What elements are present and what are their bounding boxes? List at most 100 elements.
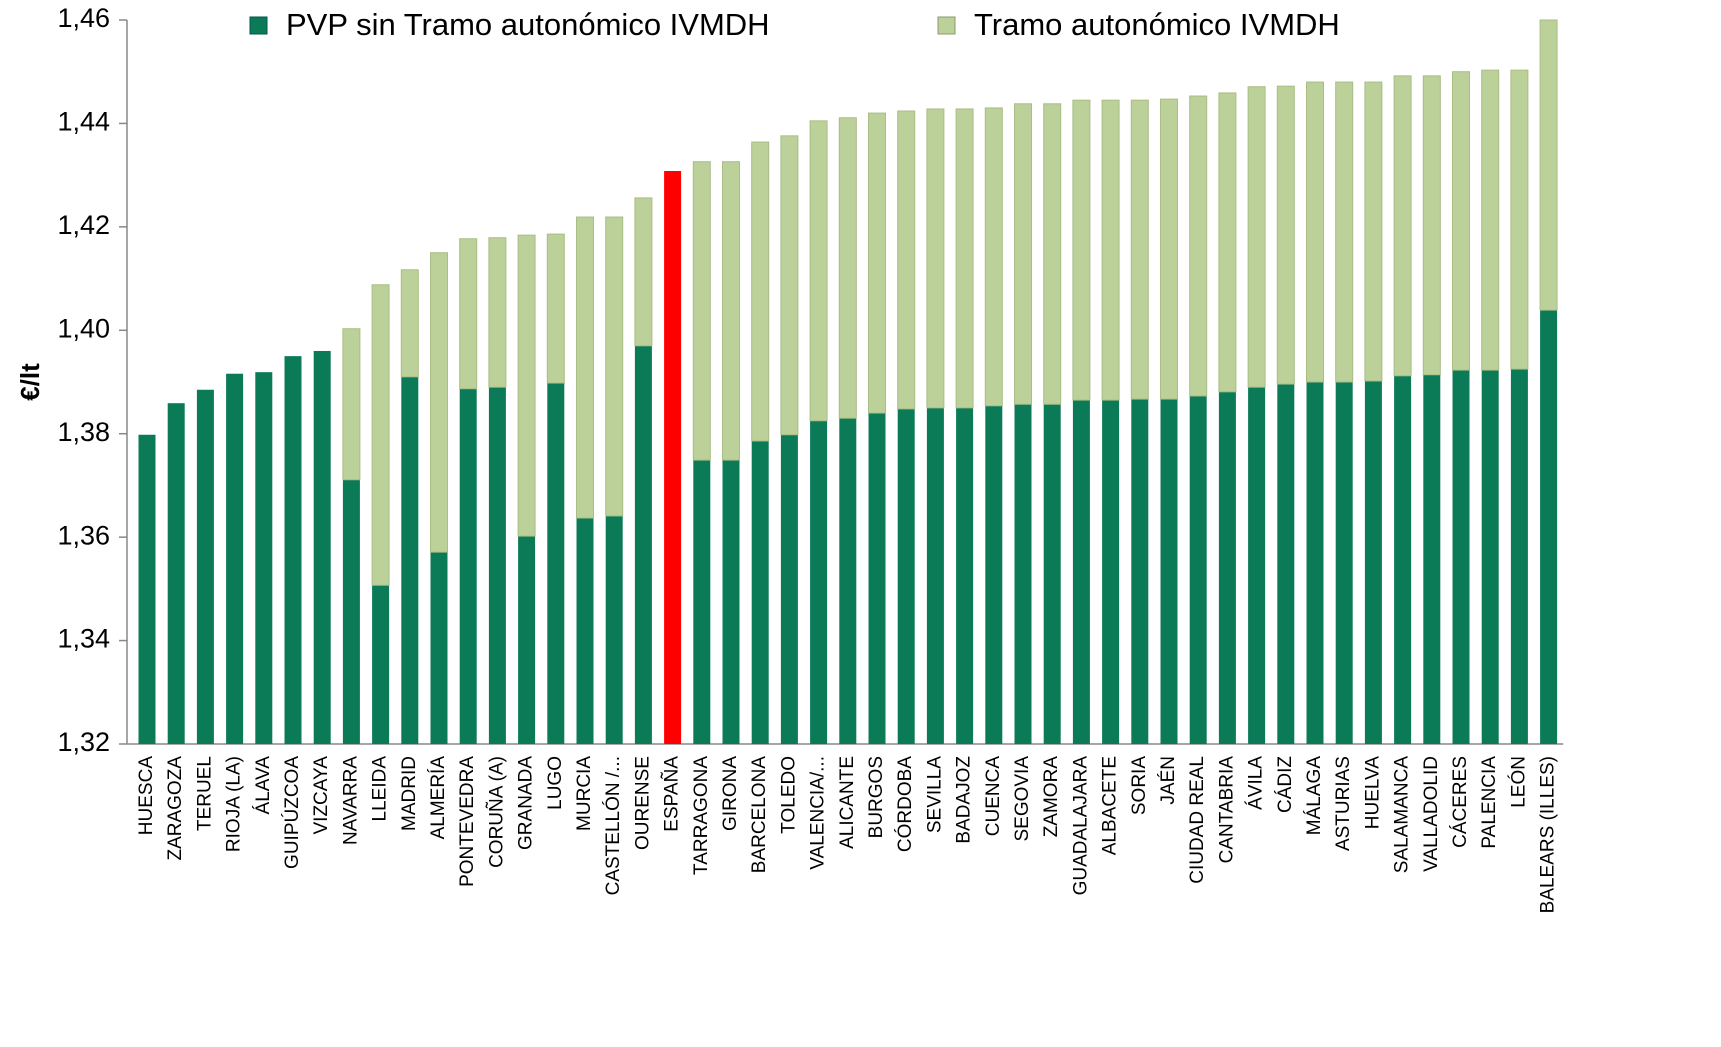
- bar-segment: [1072, 400, 1090, 744]
- bar-segment: [547, 383, 565, 744]
- bar-segment: [1101, 99, 1120, 401]
- bar-segment: [342, 328, 361, 481]
- legend-label: PVP sin Tramo autonómico IVMDH: [286, 7, 770, 42]
- legend-marker: [937, 16, 956, 35]
- bar-segment: [1539, 19, 1558, 311]
- x-tick-label: VIZCAYA: [311, 756, 332, 835]
- bar-segment: [1423, 374, 1441, 744]
- bar-segment: [1540, 310, 1558, 744]
- bar-segment: [926, 108, 945, 409]
- bar-segment: [664, 171, 682, 744]
- x-tick-label: CÁCERES: [1450, 756, 1471, 848]
- x-tick-label: SEGOVIA: [1012, 756, 1033, 842]
- x-tick-label: CANTABRIA: [1216, 756, 1237, 864]
- bar-segment: [693, 460, 711, 744]
- y-tick-label: 1,46: [57, 3, 110, 33]
- bar-segment: [372, 585, 390, 744]
- bar-segment: [1452, 71, 1470, 371]
- bar-segment: [1306, 81, 1324, 383]
- x-tick-label: LLEIDA: [370, 756, 391, 822]
- legend-label: Tramo autonómico IVMDH: [974, 7, 1340, 42]
- x-tick-label: BARCELONA: [749, 756, 770, 874]
- x-tick-label: ALMERÍA: [428, 756, 449, 840]
- bar-segment: [1218, 92, 1237, 393]
- bar-segment: [1218, 391, 1236, 744]
- bar-segment: [605, 515, 623, 744]
- x-tick-label: GIRONA: [720, 756, 741, 831]
- x-tick-label: VALENCIA/...: [808, 756, 829, 870]
- bar-segment: [751, 440, 769, 744]
- bar-segment: [284, 356, 302, 744]
- bar-segment: [488, 237, 507, 388]
- x-tick-label: GUADALAJARA: [1070, 756, 1091, 896]
- bar-segment: [1277, 384, 1295, 744]
- x-tick-label: PALENCIA: [1479, 756, 1500, 849]
- bar-segment: [1130, 99, 1149, 400]
- y-tick-label: 1,42: [57, 210, 110, 240]
- bar-segment: [138, 434, 156, 744]
- x-tick-label: TOLEDO: [778, 756, 799, 834]
- bar-segment: [810, 420, 828, 744]
- bar-segment: [839, 418, 857, 744]
- bar-segment: [1160, 399, 1178, 744]
- bar-segment: [809, 120, 828, 422]
- bar-segment: [430, 252, 448, 553]
- x-tick-label: MURCIA: [574, 756, 595, 831]
- bar-segment: [546, 233, 565, 384]
- bar-segment: [1364, 81, 1383, 382]
- bar-segment: [1043, 404, 1061, 744]
- bar-segment: [780, 135, 799, 436]
- x-tick-label: ASTURIAS: [1333, 756, 1354, 851]
- bar-segment: [780, 434, 798, 744]
- bar-segment: [926, 407, 944, 744]
- bar-segment: [634, 345, 652, 744]
- bar-segment: [1306, 382, 1324, 744]
- y-tick-label: 1,36: [57, 520, 110, 550]
- bar-segment: [400, 269, 419, 378]
- bar-segment: [576, 518, 594, 744]
- bar-segment: [1189, 95, 1208, 397]
- bar-segment: [1102, 400, 1120, 744]
- x-tick-label: LUGO: [545, 756, 566, 810]
- bar-segment: [956, 407, 974, 744]
- x-tick-label: BADAJOZ: [954, 756, 975, 844]
- x-tick-label: SEVILLA: [924, 756, 945, 833]
- bar-segment: [459, 238, 478, 390]
- y-tick-label: 1,38: [57, 417, 110, 447]
- bar-segment: [401, 376, 419, 744]
- bar-segment: [985, 405, 1003, 744]
- x-tick-label: SORIA: [1129, 756, 1150, 815]
- bar-segment: [1452, 370, 1470, 744]
- y-axis-label: €/lt: [15, 363, 45, 401]
- bar-segment: [1014, 404, 1032, 744]
- bar-segment: [342, 479, 360, 744]
- bar-segment: [984, 107, 1003, 407]
- bar-segment: [517, 234, 536, 537]
- bar-segment: [1014, 103, 1032, 405]
- x-tick-label: ALICANTE: [837, 756, 858, 849]
- bar-segment: [226, 373, 244, 744]
- bar-segment: [167, 403, 185, 744]
- bar-segment: [634, 197, 653, 347]
- bar-segment: [1335, 382, 1353, 744]
- x-tick-label: PONTEVEDRA: [457, 756, 478, 887]
- x-tick-label: MÁLAGA: [1304, 756, 1325, 836]
- x-tick-label: CUENCA: [983, 756, 1004, 837]
- bar-segment: [1276, 85, 1295, 385]
- x-tick-label: CIUDAD REAL: [1187, 756, 1208, 884]
- x-tick-label: MADRID: [399, 756, 420, 831]
- bar-segment: [1393, 75, 1412, 377]
- bar-segment: [1131, 399, 1149, 744]
- x-tick-label: CÓRDOBA: [894, 756, 916, 852]
- bar-segment: [1394, 375, 1412, 744]
- bar-segment: [576, 216, 594, 519]
- bar-segment: [371, 284, 390, 586]
- x-tick-label: ALBACETE: [1100, 756, 1121, 855]
- x-tick-label: ZARAGOZA: [165, 756, 186, 861]
- x-tick-label: TERUEL: [194, 756, 215, 831]
- x-tick-label: JAÉN: [1158, 756, 1179, 805]
- bar-segment: [1043, 103, 1062, 405]
- bar-segment: [459, 388, 477, 744]
